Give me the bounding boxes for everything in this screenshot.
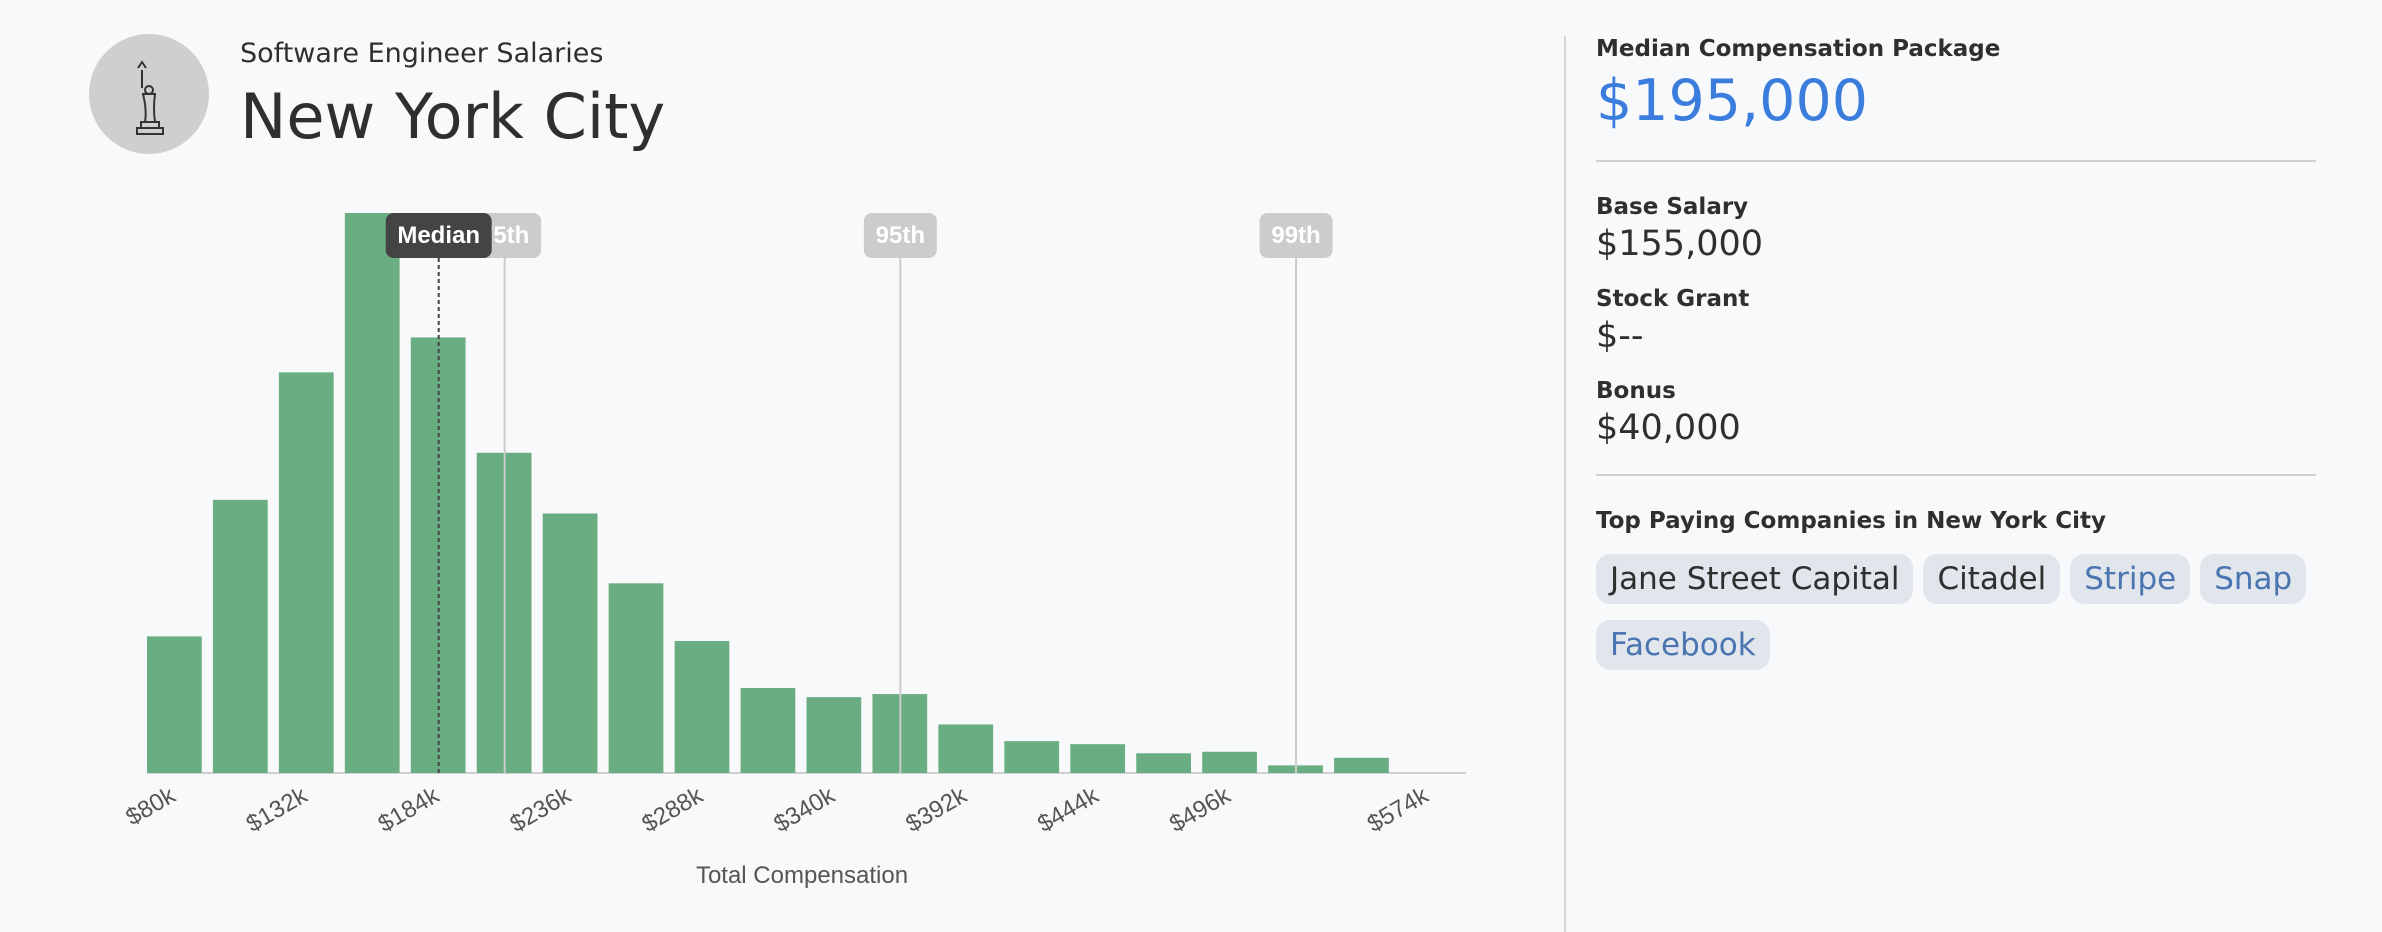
bar xyxy=(608,583,664,773)
median-value: $195,000 xyxy=(1596,68,1868,134)
x-tick-label: $132k xyxy=(242,781,313,838)
company-chip[interactable]: Jane Street Capital xyxy=(1596,554,1914,604)
bar xyxy=(674,640,730,773)
bar xyxy=(344,213,400,773)
bar xyxy=(806,697,862,773)
breakdown: Base Salary $155,000 Stock Grant $-- Bonus $4… xyxy=(1596,194,2316,448)
x-tick-label: $184k xyxy=(374,781,445,838)
marker-tag xyxy=(385,213,492,258)
item-value: $40,000 xyxy=(1596,408,1741,448)
item-value: $-- xyxy=(1596,316,1644,356)
x-tick-label: $444k xyxy=(1033,781,1104,838)
item-label: Bonus xyxy=(1596,378,1676,404)
bar xyxy=(938,724,994,773)
marker-tag xyxy=(863,213,937,258)
x-tick-label: $288k xyxy=(637,781,708,838)
bar xyxy=(740,688,796,773)
separator xyxy=(1596,160,2316,162)
company-chip[interactable]: Facebook xyxy=(1596,620,1770,670)
x-tick-label: $236k xyxy=(506,781,577,838)
bar xyxy=(147,636,202,773)
city-icon xyxy=(89,34,209,154)
subtitle: Software Engineer Salaries xyxy=(240,38,604,69)
item-label: Base Salary xyxy=(1596,194,1749,220)
statue-glyph xyxy=(136,60,164,135)
x-tick-label: $574k xyxy=(1363,781,1434,838)
company-list: Jane Street Capital Citadel Stripe Snap Face… xyxy=(1596,554,2316,670)
median-label: Median Compensation Package xyxy=(1596,36,2001,62)
title: New York City xyxy=(240,80,666,153)
x-tick-label: $392k xyxy=(901,781,972,838)
marker-tag xyxy=(1259,213,1333,258)
companies-title: Top Paying Companies in New York City xyxy=(1596,508,2106,534)
divider xyxy=(1564,36,1566,932)
bar xyxy=(212,499,268,773)
sidebar: Median Compensation Package $195,000 Bas… xyxy=(1596,36,2316,670)
x-tick-label: $496k xyxy=(1165,781,1236,838)
x-tick-label: $340k xyxy=(769,781,840,838)
bar xyxy=(1136,753,1191,773)
bar xyxy=(278,372,334,773)
bar xyxy=(1334,757,1389,773)
bar xyxy=(1004,741,1060,773)
item-label: Stock Grant xyxy=(1596,286,1750,312)
marker-label: 95th xyxy=(876,222,925,249)
company-chip[interactable]: Stripe xyxy=(2070,554,2191,604)
company-chip[interactable]: Citadel xyxy=(1923,554,2061,604)
company-chip[interactable]: Snap xyxy=(2200,554,2307,604)
bar xyxy=(542,513,598,773)
bar xyxy=(1070,744,1126,773)
marker-label: 99th xyxy=(1271,222,1320,249)
histogram: Total Compensation $80k $132k $184k $236k $2… xyxy=(121,213,1466,889)
separator xyxy=(1596,474,2316,476)
x-tick-label: $80k xyxy=(121,781,180,831)
x-axis-label: Total Compensation xyxy=(696,862,908,889)
item-value: $155,000 xyxy=(1596,224,1764,264)
marker-label: Median xyxy=(397,222,480,249)
bar xyxy=(1202,751,1257,773)
